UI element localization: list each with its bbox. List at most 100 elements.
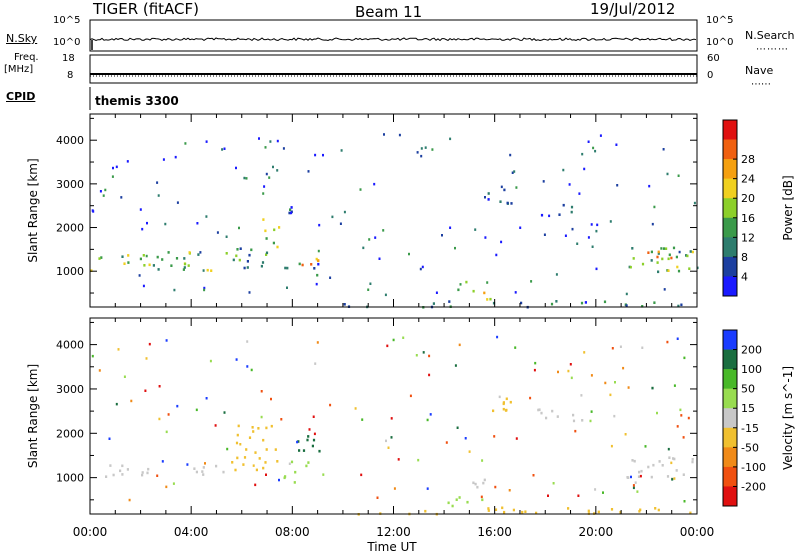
velocity-sparse-cell [496, 335, 499, 339]
power-sparse-cell [264, 146, 267, 149]
power-cell-9 [677, 304, 680, 308]
velocity-cell-1 [243, 456, 247, 459]
power-cell-5 [315, 257, 318, 261]
power-cell-12 [672, 246, 676, 250]
velocity-sparse-cell [627, 386, 630, 389]
power-sparse-cell [245, 177, 248, 180]
velocity-cell-3 [318, 449, 321, 453]
velocity-panel: 1000 2000 3000 4000 Slant Range [km] 00:00 04:… [26, 317, 715, 554]
power-cell-1 [182, 268, 185, 271]
power-cell-2 [246, 266, 249, 269]
velocity-sparse-cell [397, 458, 400, 461]
velocity-cell-9 [631, 459, 634, 462]
power-sparse-cell [145, 254, 148, 258]
power-sparse-cell [509, 153, 512, 157]
velocity-sparse-cell [683, 500, 686, 503]
velocity-cell-9 [638, 470, 641, 474]
power-sparse-cell [548, 214, 551, 218]
velocity-cell-2 [294, 470, 297, 474]
noise-trace [89, 37, 697, 42]
beam-title: Beam 11 [355, 3, 423, 21]
velocity-cell-2 [307, 461, 310, 464]
velocity-sparse-cell [609, 393, 612, 397]
power-cell-13 [657, 250, 660, 254]
velocity-cell-6 [487, 507, 490, 510]
power-sparse-cell [340, 149, 343, 152]
power-sparse-cell [420, 147, 423, 150]
power-sparse-cell [269, 140, 272, 143]
velocity-sparse-cell [426, 487, 429, 490]
velocity-cell-8 [537, 408, 540, 412]
velocity-sparse-cell [636, 490, 639, 493]
velocity-cell-6 [638, 510, 641, 513]
power-sparse-cell [660, 247, 663, 250]
velocity-cell-0 [141, 473, 144, 477]
power-cell-9 [520, 301, 523, 305]
nave-tick-top: 60 [707, 53, 720, 64]
velocity-sparse-cell [567, 369, 570, 373]
velocity-sparse-cell [417, 458, 420, 462]
velocity-cell-1 [262, 438, 265, 442]
power-sparse-cell [454, 246, 456, 250]
velocity-cell-4 [451, 504, 454, 508]
power-cell-12 [662, 247, 665, 250]
velocity-sparse-cell [148, 342, 151, 346]
power-sparse-cell [484, 196, 486, 199]
power-cell-12 [676, 265, 679, 269]
power-sparse-cell [318, 223, 321, 227]
power-cell-8 [486, 298, 489, 301]
power-sparse-cell [416, 151, 419, 154]
velocity-cell-6 [567, 507, 570, 510]
velocity-cell-4 [455, 498, 458, 501]
power-sparse-cell [276, 169, 279, 172]
power-cell-12 [628, 265, 631, 269]
power-sparse-cell [595, 229, 598, 233]
velocity-sparse-cell [392, 338, 395, 342]
velocity-sparse-cell [176, 404, 179, 408]
velocity-sparse-cell [165, 485, 168, 489]
velocity-sparse-cell [172, 482, 175, 485]
power-sparse-cell [142, 284, 145, 288]
velocity-cell-1 [236, 456, 239, 460]
power-cell-12 [641, 262, 645, 266]
velocity-sparse-cell [590, 410, 593, 413]
velocity-cell-1 [265, 448, 268, 451]
power-cell-12 [667, 269, 670, 272]
velocity-xtick-label: 08:00 [275, 525, 310, 539]
power-sparse-cell [339, 222, 342, 225]
nave-label: Nave [745, 64, 774, 77]
velocity-sparse-cell [158, 385, 161, 388]
power-sparse-cell [343, 210, 346, 214]
velocity-sparse-cell [316, 341, 319, 344]
power-cell-1 [157, 268, 160, 271]
power-cell-2 [239, 247, 242, 250]
power-sparse-cell [435, 291, 438, 294]
velocity-cell-6 [494, 508, 498, 511]
velocity-ytick-label: 3000 [56, 383, 84, 396]
power-colorbar-label: 16 [741, 212, 755, 225]
power-colorbar-swatch [723, 139, 737, 160]
power-sparse-cell [677, 174, 680, 177]
velocity-xtick-label: 00:00 [680, 525, 715, 539]
power-cell-0 [127, 254, 130, 257]
power-cell-10 [506, 201, 509, 205]
power-sparse-cell [120, 196, 123, 199]
velocity-sparse-cell [494, 485, 497, 489]
velocity-sparse-cell [667, 447, 670, 451]
velocity-cell-8 [551, 409, 554, 413]
power-sparse-cell [263, 185, 266, 188]
power-cell-5 [310, 263, 313, 266]
power-sparse-cell [141, 227, 144, 231]
velocity-ytick-label: 4000 [56, 339, 84, 352]
power-cell-3 [276, 245, 279, 249]
power-sparse-cell [511, 171, 514, 174]
power-cell-1 [183, 257, 186, 260]
velocity-colorbar-swatch [723, 447, 737, 468]
velocity-sparse-cell [679, 408, 682, 412]
velocity-sparse-cell [552, 482, 555, 485]
noise-strip-frame [89, 19, 698, 52]
power-sparse-cell [495, 253, 498, 257]
power-cell-10 [487, 198, 490, 201]
power-cell-9 [343, 303, 346, 306]
